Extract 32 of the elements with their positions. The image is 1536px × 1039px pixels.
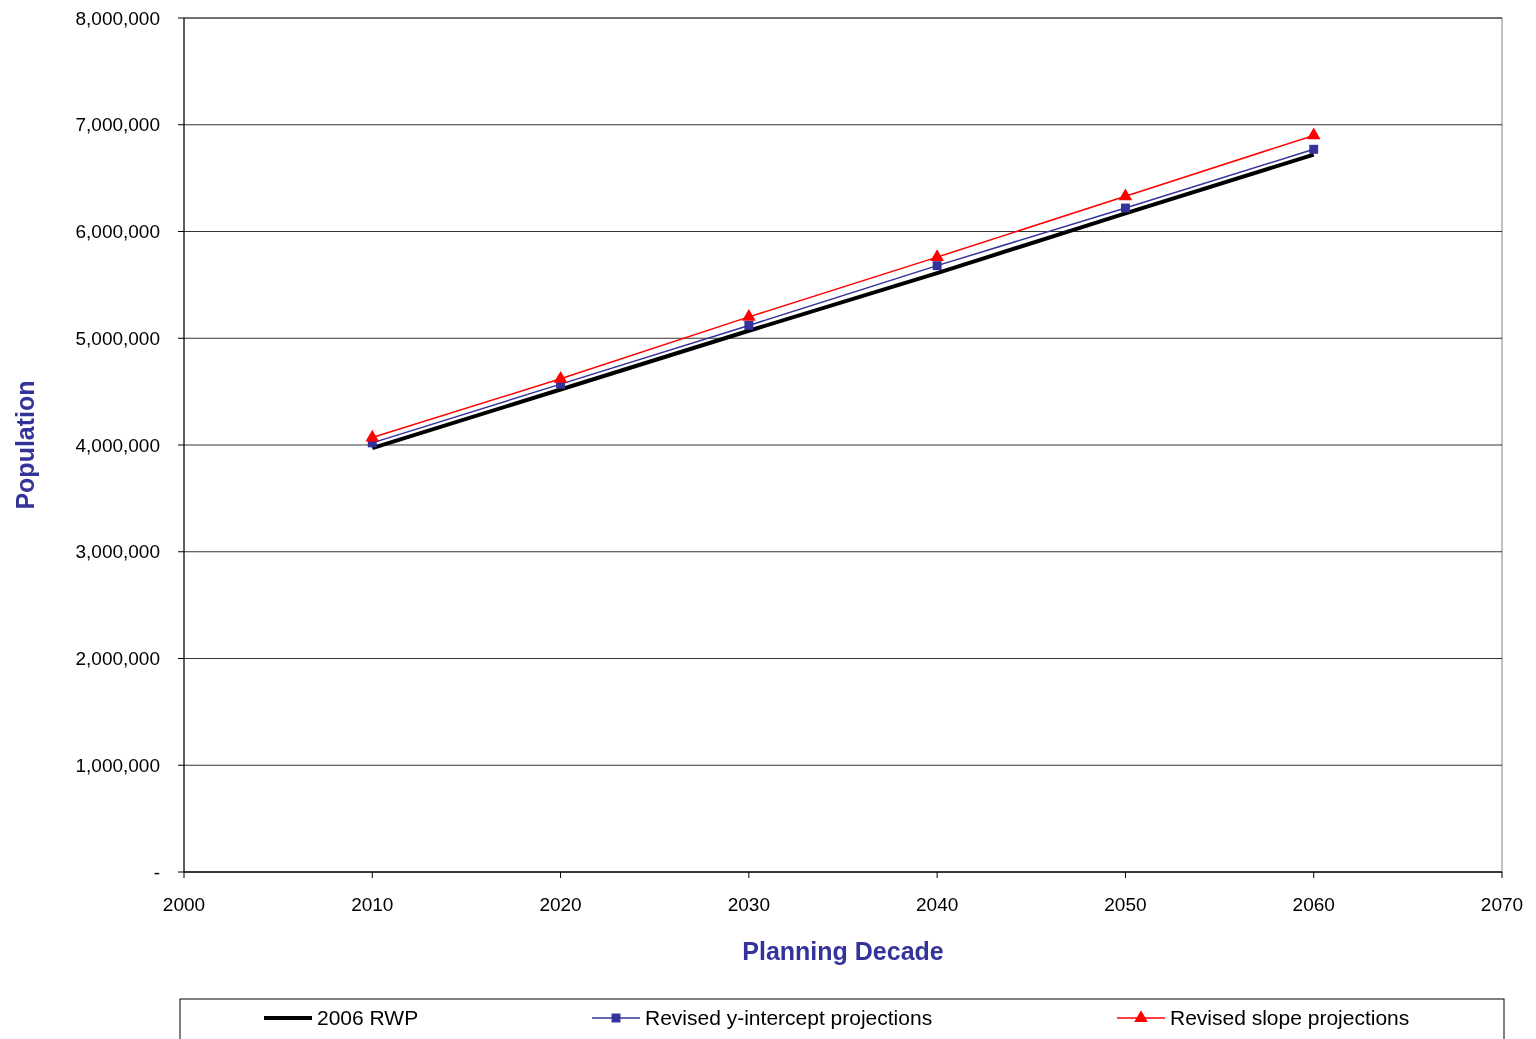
legend-label: Revised slope projections xyxy=(1170,1006,1410,1030)
y-tick-label: 8,000,000 xyxy=(75,7,160,29)
x-tick-label: 2010 xyxy=(351,894,394,915)
x-tick-label: 2030 xyxy=(727,894,770,915)
x-tick-label: 2050 xyxy=(1104,894,1147,915)
y-tick-label: 5,000,000 xyxy=(75,327,160,349)
point xyxy=(365,429,380,442)
point xyxy=(1306,127,1321,140)
y-tick-label: 7,000,000 xyxy=(75,114,160,136)
x-tick-label: 2000 xyxy=(162,894,206,915)
x-axis-title: Planning Decade xyxy=(742,937,944,965)
y-tick-label: - xyxy=(153,861,160,883)
x-tick-label: 2040 xyxy=(916,894,959,915)
y-tick-label: 2,000,000 xyxy=(75,648,160,670)
x-tick-label: 2070 xyxy=(1480,894,1524,915)
x-tick-label: 2020 xyxy=(539,894,582,915)
point xyxy=(744,320,754,330)
point xyxy=(1118,188,1133,201)
x-tick-label: 2060 xyxy=(1292,894,1335,915)
y-tick-label: 1,000,000 xyxy=(75,754,160,776)
point xyxy=(932,261,942,271)
y-tick-label: 3,000,000 xyxy=(75,541,160,563)
point xyxy=(1120,203,1130,213)
point xyxy=(1309,144,1319,154)
point xyxy=(930,249,944,262)
y-axis-title: Population xyxy=(11,380,39,510)
legend-label: 2006 RWP xyxy=(317,1006,419,1030)
point xyxy=(742,309,756,321)
legend-label: Revised y-intercept projections xyxy=(645,1006,933,1030)
point xyxy=(553,370,568,383)
y-tick-label: 6,000,000 xyxy=(75,221,160,243)
y-tick-label: 4,000,000 xyxy=(75,434,160,456)
